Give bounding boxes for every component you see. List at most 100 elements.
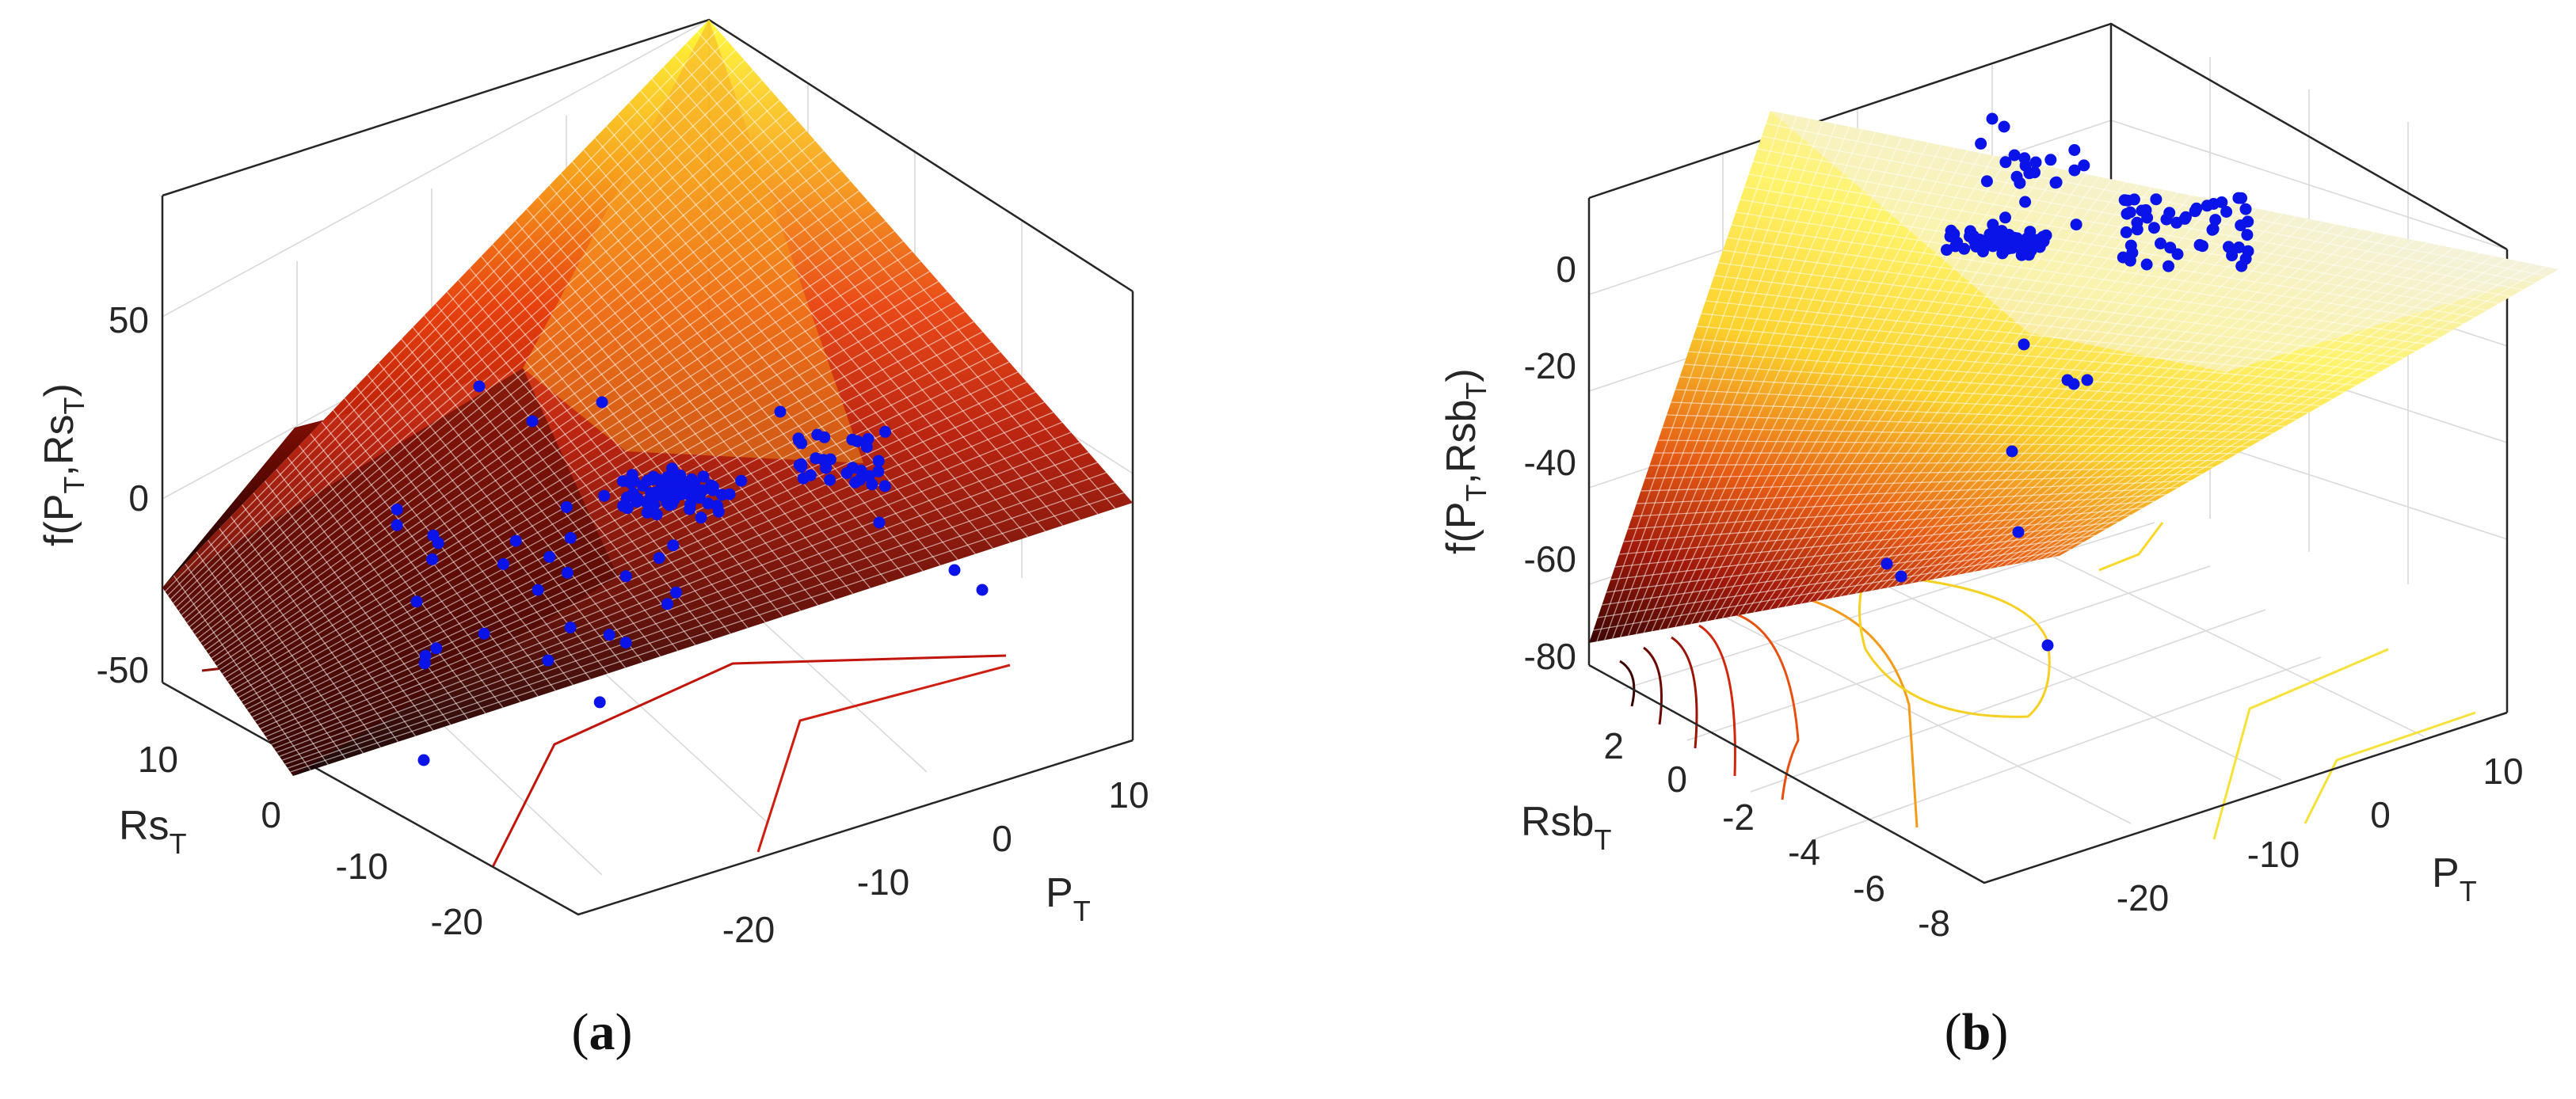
scatter-point-a <box>391 519 403 531</box>
y-tick-b-m8: -8 <box>1918 903 1950 944</box>
mesh-line <box>628 102 1011 543</box>
scatter-point-a <box>532 584 544 596</box>
scatter-point-b <box>2171 248 2184 260</box>
scatter-point-b <box>2207 222 2220 235</box>
panel-a-z-ticks: -50 0 50 <box>97 299 149 690</box>
scatter-point-a <box>824 453 836 466</box>
mesh-line <box>1610 521 2120 580</box>
scatter-point-b <box>2235 192 2247 204</box>
scatter-point-a <box>723 488 736 500</box>
y-tick-a-10: -10 <box>336 846 388 887</box>
scatter-point-a <box>797 472 810 485</box>
mesh-line <box>310 433 521 702</box>
scatter-point-b <box>2232 241 2245 253</box>
scatter-point-a <box>497 557 509 570</box>
scatter-point-b <box>1999 156 2012 169</box>
mesh-line <box>1731 224 2452 332</box>
scatter-point-b <box>1895 570 1907 583</box>
scatter-point-a <box>948 564 961 576</box>
x-tick-a-pos10: 10 <box>1108 774 1149 816</box>
scatter-point-a <box>849 476 862 489</box>
mesh-line <box>594 137 958 561</box>
mesh-line <box>1688 351 2334 400</box>
mesh-line <box>651 78 1046 532</box>
scatter-point-a <box>695 511 707 524</box>
y-axis-label-b: RsbT <box>1521 799 1611 856</box>
scatter-point-b <box>1881 557 1893 570</box>
mesh-line <box>378 362 627 668</box>
mesh-line <box>401 338 661 657</box>
mesh-line <box>583 149 941 566</box>
mesh-line <box>1748 173 2500 304</box>
mesh-line <box>572 161 924 572</box>
contour-b-9 <box>2212 648 2389 840</box>
caption-b: (b) <box>1945 1003 2009 1061</box>
scatter-point-a <box>661 598 673 610</box>
panel-a-surface <box>162 20 1133 776</box>
mesh-line <box>1744 186 2488 311</box>
x-axis-label-a: PT <box>1046 870 1091 927</box>
scatter-point-b <box>1999 211 2011 224</box>
x-axis-label-b: PT <box>2432 850 2477 907</box>
x-tick-a-20: -20 <box>722 909 775 950</box>
mesh-line <box>1653 452 2239 454</box>
mesh-line <box>276 469 469 720</box>
scatter-point-b <box>2209 214 2222 226</box>
contour-b-7 <box>1858 572 2051 718</box>
contour-a-2 <box>491 654 1007 868</box>
scatter-point-b <box>2033 241 2046 253</box>
scatter-point-a <box>811 428 824 441</box>
mesh-line <box>526 208 854 595</box>
scatter-point-a <box>704 479 717 492</box>
scatter-point-b <box>2022 232 2033 245</box>
mesh-line <box>1597 542 2084 618</box>
scatter-point-b <box>2124 239 2137 252</box>
scatter-point-a <box>878 480 891 492</box>
mesh-line <box>1649 459 2227 466</box>
scatter-point-b <box>1975 137 1987 150</box>
x-tick-a-10: -10 <box>857 861 909 903</box>
y-tick-b-m4: -4 <box>1788 831 1820 873</box>
scatter-point-b <box>2121 207 2133 220</box>
mesh-line <box>287 457 486 714</box>
contour-b-2 <box>1643 646 1663 725</box>
scatter-point-a <box>735 474 748 487</box>
panel-a-x-ticks: -20 -10 0 10 <box>722 774 1149 950</box>
contour-b-6 <box>1793 594 1919 828</box>
mesh-line <box>207 539 364 754</box>
scatter-point-b <box>1986 112 1999 125</box>
mesh-line <box>606 126 976 555</box>
x-tick-b-pos10: 10 <box>2483 751 2523 792</box>
mesh-line <box>503 232 818 606</box>
scatter-point-b <box>2197 240 2208 253</box>
scatter-point-b <box>2140 258 2153 271</box>
mesh-line <box>1671 401 2286 427</box>
scatter-point-b <box>2070 219 2083 231</box>
scatter-point-a <box>693 492 706 504</box>
scatter-point-b <box>1995 239 2006 252</box>
scatter-point-b <box>2029 166 2041 179</box>
y-tick-b-m2: -2 <box>1722 797 1755 838</box>
scatter-point-a <box>840 467 853 480</box>
mesh-line <box>537 196 871 589</box>
mesh-line <box>344 397 574 686</box>
mesh-line <box>230 515 399 743</box>
scatter-point-b <box>2018 338 2030 351</box>
mesh-line <box>1736 211 2464 325</box>
mesh-line <box>458 280 749 629</box>
x-tick-b-0: 0 <box>2370 794 2391 835</box>
scatter-point-b <box>2150 193 2163 206</box>
y-tick-a-pos10: 10 <box>138 739 178 780</box>
panel-b-y-ticks: 2 0 -2 -4 -6 -8 <box>1603 725 1950 944</box>
scatter-point-a <box>560 500 573 513</box>
scatter-point-a <box>593 696 606 709</box>
mesh-line <box>333 409 556 691</box>
caption-a: (a) <box>572 1003 633 1061</box>
panel-b-contours <box>1619 522 2476 840</box>
scatter-point-b <box>2163 260 2174 272</box>
scatter-point-a <box>426 553 439 565</box>
mesh-line <box>492 244 801 611</box>
y-tick-a-20: -20 <box>431 901 483 942</box>
mesh-line <box>1683 363 2322 407</box>
scatter-point-a <box>410 595 423 608</box>
